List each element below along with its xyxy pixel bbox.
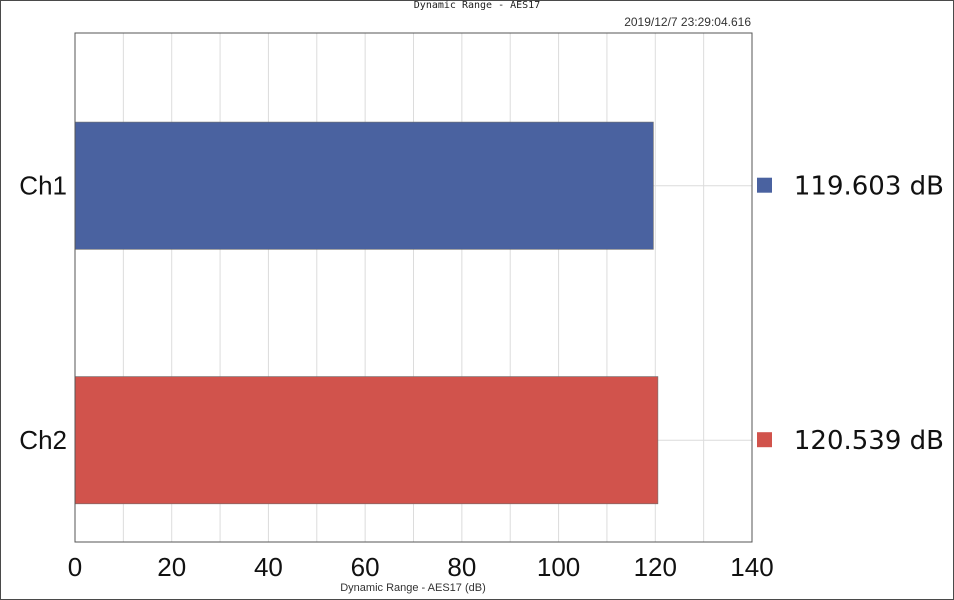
legend-swatch [757,177,772,193]
plot-border [74,32,753,543]
category-label: Ch2 [19,425,67,455]
legend-swatch [757,432,772,448]
x-tick-label: 60 [351,552,380,582]
x-tick-label: 40 [254,552,283,582]
category-label: Ch1 [19,171,67,201]
value-label: 120.539 dB [794,426,944,456]
chart-title: Dynamic Range - AES17 [413,0,541,11]
x-tick-label: 140 [730,552,773,582]
value-label: 119.603 dB [794,172,944,202]
x-axis-label: Dynamic Range - AES17 (dB) [340,582,486,594]
bar-ch1 [74,121,654,250]
x-tick-label: 20 [157,552,186,582]
timestamp: 2019/12/7 23:29:04.616 [624,15,751,29]
x-tick-label: 100 [537,552,580,582]
x-tick-label: 0 [68,552,82,582]
x-tick-label: 80 [447,552,476,582]
bar-ch2 [74,376,659,505]
x-tick-label: 120 [634,552,677,582]
